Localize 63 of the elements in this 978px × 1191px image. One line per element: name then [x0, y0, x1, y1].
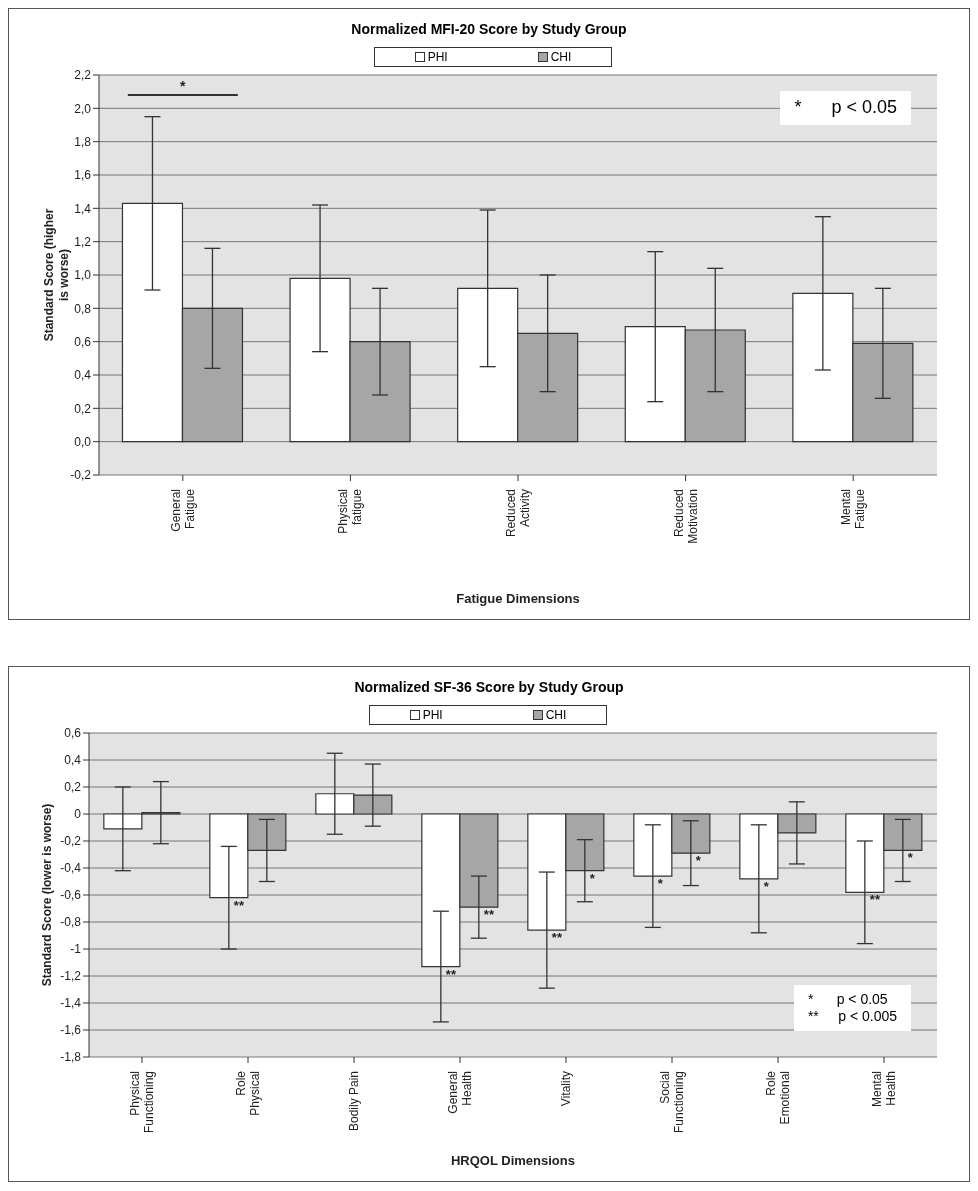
y-tick-label: 1,6: [74, 168, 92, 183]
x-tick-label: Reduced Activity: [504, 489, 532, 538]
y-tick-label: -1,4: [60, 996, 82, 1011]
y-tick-label: 2,2: [74, 68, 92, 83]
y-tick-label: 2,0: [74, 101, 92, 116]
y-tick-label: -1,8: [60, 1050, 82, 1065]
data-label: **: [445, 966, 457, 982]
y-tick-label: -1,2: [60, 969, 82, 984]
data-label: **: [551, 930, 563, 946]
x-tick-label: Role Emotional: [764, 1070, 792, 1125]
y-axis-title: Standard Score (higher is worse): [42, 208, 71, 342]
data-label: *: [657, 876, 664, 892]
x-tick-label: Role Physical: [234, 1070, 262, 1116]
data-label: **: [483, 907, 495, 923]
x-tick-label: General Health: [446, 1071, 474, 1114]
y-tick-label: -0,8: [60, 915, 82, 930]
y-tick-label: 0,2: [64, 780, 82, 795]
x-tick-label: Mental Fatigue: [839, 488, 868, 530]
legend-label: PHI: [421, 708, 443, 722]
x-tick-label: Social Functioning: [658, 1071, 686, 1134]
y-tick-label: 1,8: [74, 134, 92, 149]
y-tick-label: 0,4: [64, 753, 82, 768]
annotation: * p < 0.05: [807, 991, 889, 1009]
y-tick-label: -0,6: [60, 888, 82, 903]
data-label: **: [869, 892, 881, 908]
x-tick-label: Physical fatigue: [336, 488, 365, 534]
data-label: *: [589, 870, 596, 886]
data-label: *: [763, 878, 770, 894]
legend-label: CHI: [544, 708, 567, 722]
y-tick-label: -0,4: [60, 861, 82, 876]
chart-title: Normalized SF-36 Score by Study Group: [353, 678, 625, 697]
x-axis-title: HRQOL Dimensions: [450, 1153, 576, 1168]
x-tick-label: General Fatigue: [168, 488, 197, 532]
x-tick-label: Reduced Motivation: [671, 489, 700, 544]
y-axis-title: Standard Score (lower is worse): [40, 803, 54, 987]
y-tick-label: -1,6: [60, 1023, 82, 1038]
y-tick-label: -0,2: [70, 468, 92, 483]
annotation: * p < 0.05: [794, 97, 897, 119]
y-tick-label: 1,0: [74, 268, 92, 283]
y-tick-label: 0,4: [74, 368, 92, 383]
x-tick-label: Physical Functioning: [128, 1071, 156, 1134]
y-tick-label: 1,4: [74, 201, 92, 216]
x-axis-title: Fatigue Dimensions: [456, 591, 580, 606]
y-tick-label: 0,8: [74, 301, 92, 316]
y-tick-label: -1: [70, 942, 82, 957]
y-tick-label: 0,6: [64, 726, 82, 741]
annotation: ** p < 0.005: [807, 1008, 897, 1025]
data-label: *: [907, 850, 914, 866]
legend-label: CHI: [549, 50, 572, 64]
data-label: *: [695, 853, 702, 869]
x-tick-label: Vitality: [559, 1071, 573, 1107]
y-tick-label: -0,2: [60, 834, 82, 849]
y-tick-label: 0,0: [74, 434, 92, 449]
y-tick-label: 0,6: [74, 334, 92, 349]
x-tick-label: Mental Health: [870, 1071, 898, 1108]
y-tick-label: 0,2: [74, 401, 92, 416]
y-tick-label: 1,2: [74, 234, 92, 249]
legend-label: PHI: [426, 50, 448, 64]
annotation: *: [180, 78, 187, 94]
x-tick-label: Bodily Pain: [347, 1071, 361, 1132]
y-tick-label: 0: [74, 807, 82, 822]
chart-title: Normalized MFI-20 Score by Study Group: [350, 20, 628, 39]
data-label: **: [233, 897, 245, 913]
